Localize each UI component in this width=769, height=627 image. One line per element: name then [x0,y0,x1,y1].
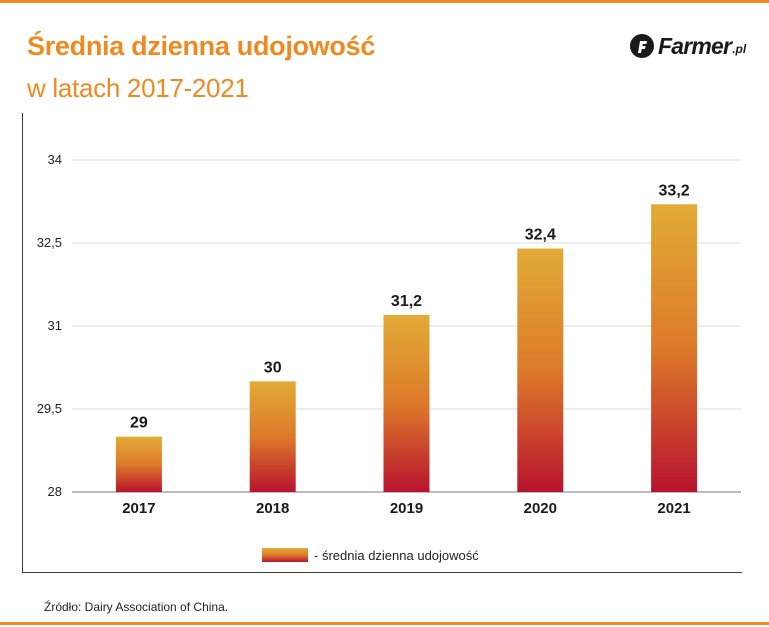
bar [517,248,564,492]
bars [115,204,698,492]
legend-label: - średnia dzienna udojowość [314,547,479,563]
y-axis-ticks: 28 29,5 31 32,5 34 [37,152,62,499]
farmer-logo[interactable]: Farmer .pl [629,30,746,62]
farmer-logo-icon [630,34,654,58]
x-tick-label: 2019 [390,500,423,517]
bar [115,436,162,492]
x-tick-label: 2018 [256,500,289,517]
chart-subtitle: w latach 2017-2021 [27,73,249,103]
data-label: 31,2 [391,293,422,310]
data-label: 32,4 [525,227,556,244]
x-axis-ticks: 2017 2018 2019 2020 2021 [122,500,691,517]
logo-suffix: .pl [732,42,747,56]
bar [651,204,698,492]
source-note: Źródło: Dairy Association of China. [44,600,229,614]
y-tick-label: 32,5 [37,235,62,250]
data-label: 33,2 [659,182,690,199]
top-accent-rule [0,0,769,3]
chart-legend: - średnia dzienna udojowość [262,546,479,564]
x-tick-label: 2020 [524,500,557,517]
y-tick-label: 34 [48,152,62,167]
x-tick-label: 2021 [657,500,690,517]
data-label: 29 [130,415,148,432]
x-tick-label: 2017 [122,500,155,517]
data-labels: 29 30 31,2 32,4 33,2 [130,182,690,431]
bar [383,314,430,492]
legend-swatch [262,548,308,562]
y-tick-label: 29,5 [37,401,62,416]
y-tick-label: 31 [48,318,62,333]
data-label: 30 [264,359,282,376]
bottom-accent-rule [0,622,769,625]
bar [249,381,296,492]
y-tick-label: 28 [48,484,62,499]
logo-text: Farmer [658,32,732,59]
chart-frame [22,113,742,573]
chart-title: Średnia dzienna udojowość [27,31,376,61]
